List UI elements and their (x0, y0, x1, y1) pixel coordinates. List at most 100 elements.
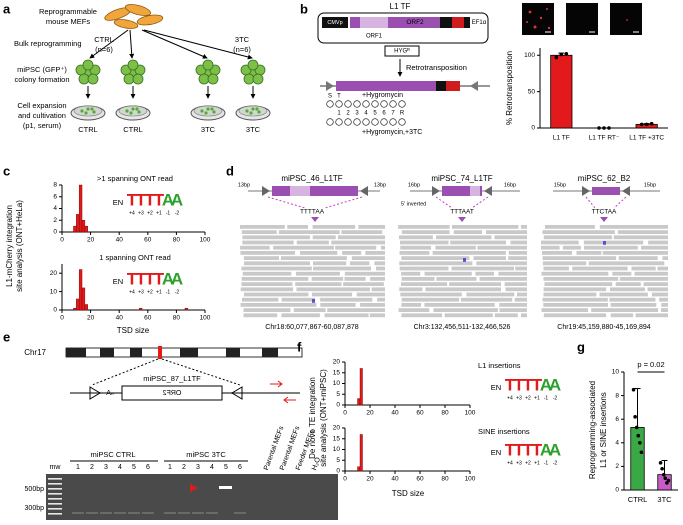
read (400, 292, 462, 297)
label: miPSC_46_L1TF (281, 174, 342, 183)
label: 3 (104, 464, 108, 471)
gel-band (192, 512, 204, 514)
group (526, 8, 628, 30)
read (510, 240, 527, 245)
read (641, 245, 668, 250)
cell-colony (129, 111, 133, 115)
read (432, 251, 506, 255)
read (660, 308, 668, 312)
cell-colony (245, 109, 249, 113)
label: ORF1 (366, 34, 383, 40)
cell-colony (90, 107, 94, 111)
x-tick-label: CTRL (628, 495, 648, 504)
read (311, 292, 353, 297)
panel-label: b (300, 1, 308, 16)
histogram-bar (76, 214, 80, 233)
read (542, 261, 587, 266)
read (424, 271, 472, 276)
chart-title: 1 spanning ONT read (99, 253, 171, 262)
read (609, 297, 656, 302)
read (508, 256, 527, 260)
histogram-bar (139, 307, 143, 311)
y-axis-label: L1 or SINE insertions (599, 392, 608, 468)
mef-cells (104, 4, 164, 29)
x-tick-label: 80 (173, 315, 181, 322)
read (543, 313, 607, 318)
plasmid-construct (317, 12, 490, 91)
label: 5' inverted (401, 201, 426, 207)
label: CTRL (123, 125, 143, 134)
gel-band (234, 512, 246, 514)
cell-colony (257, 110, 261, 114)
read (313, 266, 372, 271)
read (618, 256, 658, 260)
shape (600, 217, 608, 222)
logo-label: EN (113, 277, 123, 286)
logo-position: +3 (516, 395, 522, 401)
x-tick-label: 0 (343, 476, 347, 483)
gel-band (206, 512, 218, 514)
y-tick-label: 2 (615, 463, 619, 470)
shape (290, 186, 310, 196)
read (475, 271, 494, 276)
shape (464, 17, 470, 28)
shape (440, 17, 452, 28)
x-axis-label: TSD size (392, 489, 425, 498)
label: Chr3:132,456,511-132,466,526 (414, 324, 511, 331)
shape (432, 186, 440, 196)
shape (610, 3, 642, 35)
label: T (337, 94, 341, 100)
read (466, 292, 515, 297)
label: +Hygromycin (362, 92, 403, 99)
data-point (633, 415, 637, 419)
read (499, 308, 527, 312)
histogram-bar (76, 298, 80, 311)
cell-colony (131, 107, 135, 111)
shape (129, 29, 135, 59)
read (425, 287, 502, 292)
logo-position: +2 (147, 210, 153, 216)
x-tick-label: 60 (144, 315, 152, 322)
shape (317, 12, 489, 44)
read (494, 235, 527, 240)
label: L1 TF (390, 2, 411, 11)
read (281, 297, 316, 302)
logo-letter: T (154, 269, 165, 288)
label: 15bp (554, 182, 566, 188)
y-tick-label: 2 (53, 217, 57, 224)
read (544, 225, 595, 229)
shape (226, 348, 240, 357)
label: 3TC (235, 35, 250, 44)
y-tick-label: 8 (53, 182, 57, 189)
shape (458, 217, 466, 222)
read (516, 292, 527, 297)
x-tick-label: 40 (391, 476, 399, 483)
read (399, 287, 423, 292)
data-point (660, 466, 664, 471)
y-tick-label: 15 (333, 435, 341, 442)
colony (127, 59, 139, 71)
logo-position: -2 (175, 210, 180, 216)
logo-position: +1 (534, 460, 540, 466)
read (543, 266, 569, 271)
data-point (634, 425, 639, 430)
histogram-bar (78, 269, 83, 311)
cell-colony (137, 110, 141, 114)
d-constructs (248, 186, 660, 222)
label: ORF2 (406, 19, 424, 26)
cell-colony (210, 107, 214, 111)
label: 15bp (644, 182, 656, 188)
read (399, 266, 449, 271)
logo-letter: A (540, 375, 552, 394)
read (401, 297, 460, 302)
plate-well (380, 118, 388, 126)
read (460, 297, 513, 302)
shape (124, 4, 152, 16)
read (380, 245, 385, 250)
label: R (400, 111, 405, 117)
histogram-bar (73, 307, 77, 311)
y-tick-label: 5 (336, 457, 340, 464)
y-axis-label: site analysis (ONT+miPSC) (319, 369, 328, 467)
label: (n=6) (233, 45, 251, 54)
